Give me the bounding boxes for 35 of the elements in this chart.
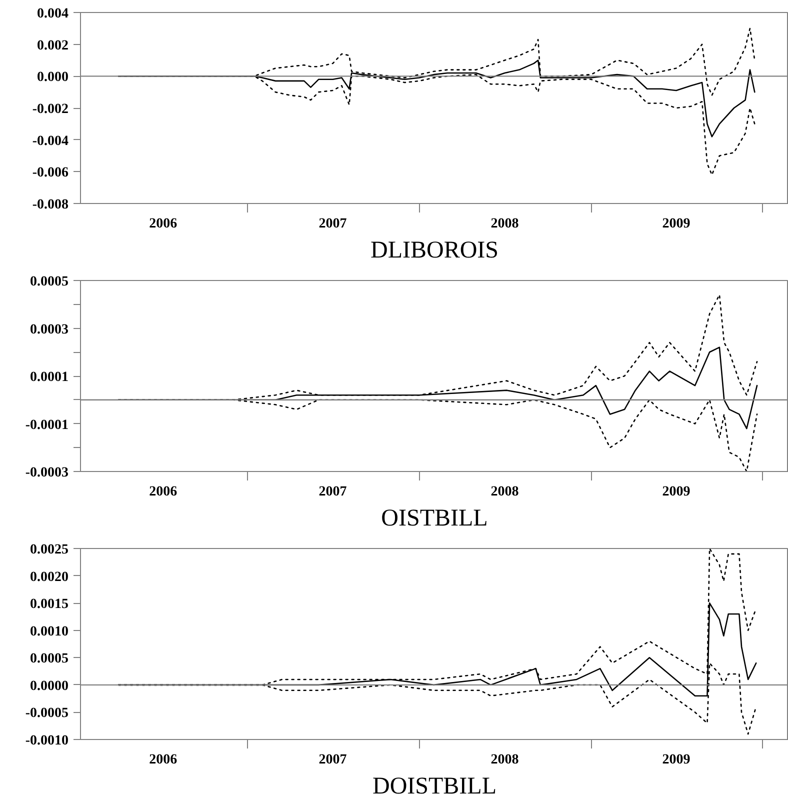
y-tick-label: -0.0010 <box>25 734 69 748</box>
x-tick-label: 2007 <box>318 484 347 500</box>
y-tick-label: -0.002 <box>32 102 69 117</box>
text: DOISTBILL <box>372 774 496 800</box>
x-tick-label: 2006 <box>149 752 178 768</box>
x-tick-label: 2009 <box>662 484 690 500</box>
text: OISTBILL <box>381 506 488 532</box>
x-tick-label: 2009 <box>662 216 690 232</box>
x-tick-label: 2008 <box>490 752 519 768</box>
y-tick-label: 0.0005 <box>30 652 68 667</box>
y-tick-label: -0.0001 <box>25 418 69 433</box>
x-tick-label: 2006 <box>149 216 178 232</box>
x-tick-label: 2007 <box>318 216 347 232</box>
y-tick-label: 0.0005 <box>30 274 68 290</box>
x-tick-label: 2008 <box>490 484 519 500</box>
y-tick-label: -0.008 <box>32 198 69 212</box>
y-tick-label: -0.0003 <box>25 466 69 480</box>
y-tick-label: 0.0001 <box>30 370 68 385</box>
text: DLIBOROIS <box>370 238 499 264</box>
y-tick-label: -0.0005 <box>25 706 69 722</box>
y-tick-label: 0.0003 <box>30 322 68 338</box>
y-tick-label: 0.000 <box>37 70 68 86</box>
y-tick-label: -0.006 <box>32 166 69 181</box>
y-tick-label: 0.002 <box>37 38 68 54</box>
y-tick-label: 0.0010 <box>30 624 68 640</box>
y-tick-label: 0.0015 <box>30 597 68 612</box>
y-tick-label: -0.004 <box>32 134 69 149</box>
x-tick-label: 2007 <box>318 752 347 768</box>
x-tick-label: 2006 <box>149 484 178 500</box>
y-tick-label: 0.0000 <box>30 678 68 694</box>
y-tick-label: 0.0025 <box>30 542 68 558</box>
y-tick-label: 0.0020 <box>30 570 68 585</box>
y-tick-label: 0.004 <box>37 6 68 22</box>
x-tick-label: 2009 <box>662 752 690 768</box>
x-tick-label: 2008 <box>490 216 519 232</box>
